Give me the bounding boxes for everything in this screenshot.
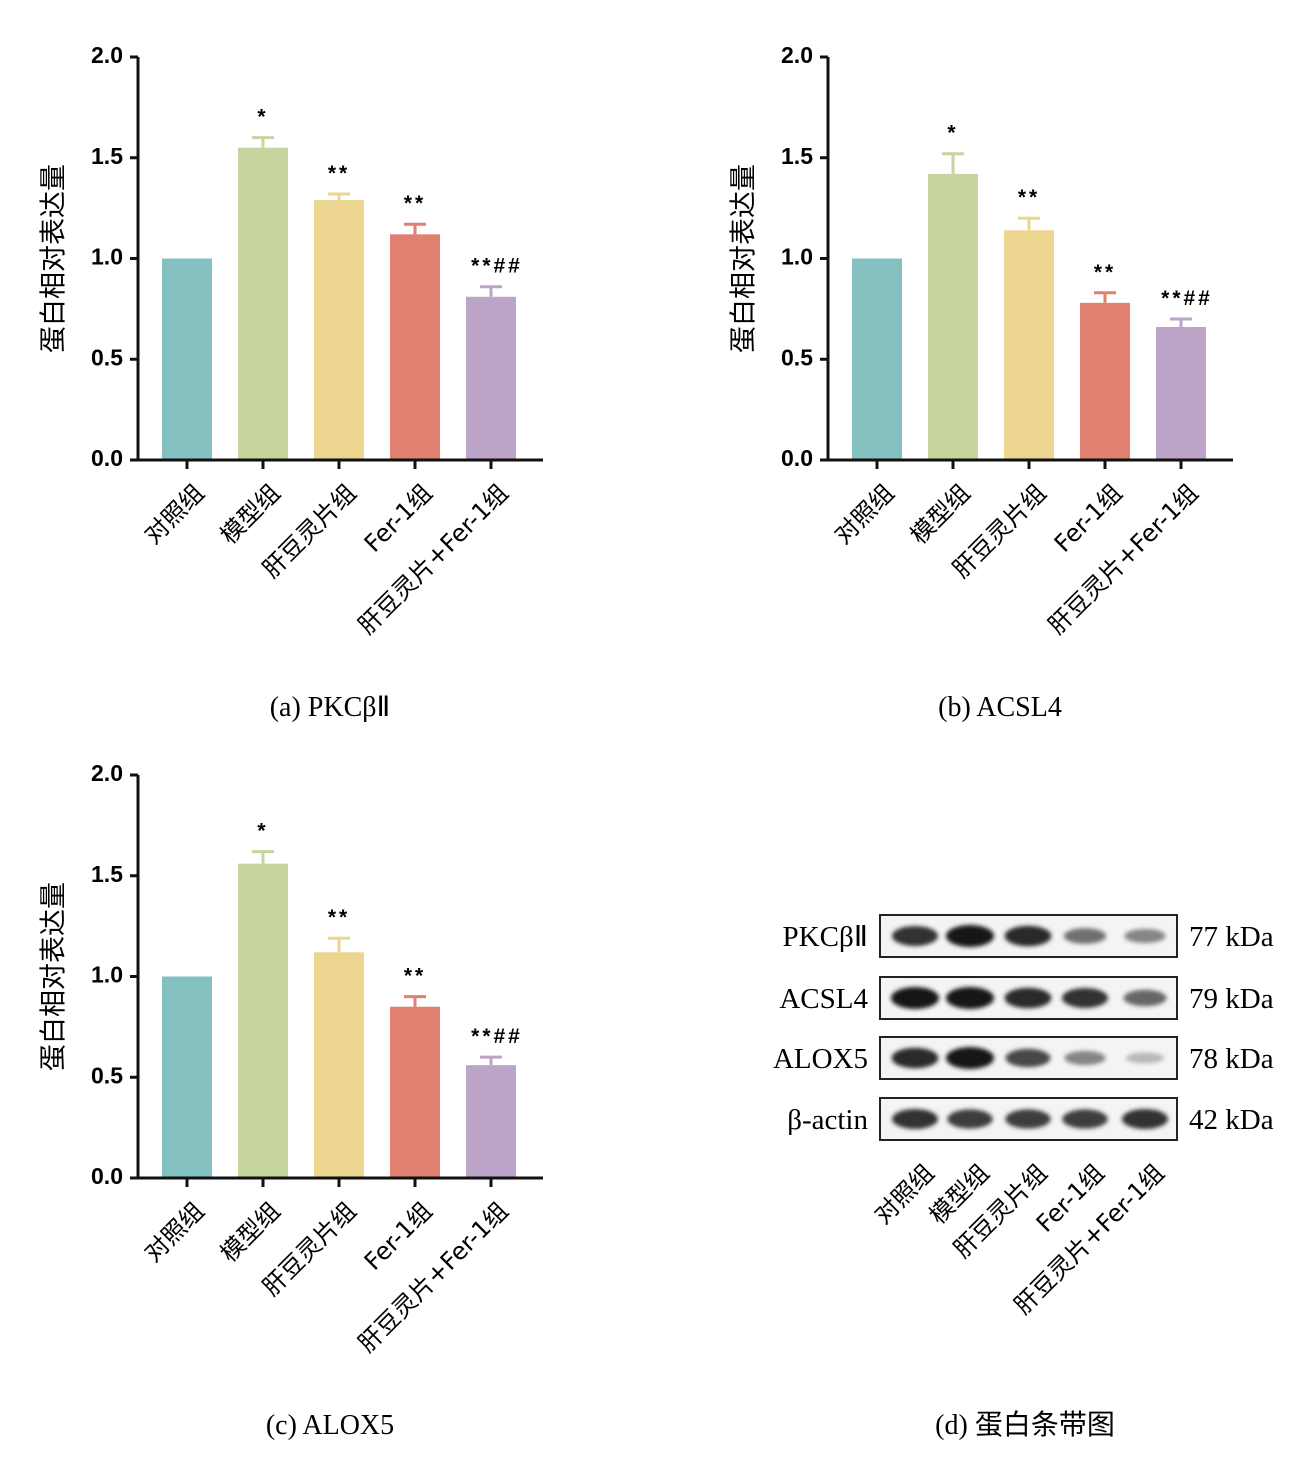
protein-band xyxy=(1004,987,1052,1009)
protein-band xyxy=(891,926,939,946)
protein-band xyxy=(946,1047,994,1069)
significance-label: * xyxy=(257,820,268,843)
significance-label: ** xyxy=(328,162,350,185)
y-tick-label: 1.0 xyxy=(91,962,123,988)
bar-chart-panel-1: 蛋白相对表达量0.00.51.01.52.0对照组*模型组**肝豆灵片组**Fe… xyxy=(39,42,543,723)
y-tick-label: 0.0 xyxy=(781,445,813,471)
y-tick-label: 0.5 xyxy=(91,1062,123,1088)
protein-band xyxy=(1063,928,1107,944)
significance-label: **## xyxy=(1161,287,1213,310)
bar-2 xyxy=(238,147,288,461)
y-tick-label: 2.0 xyxy=(91,760,123,786)
bar-4 xyxy=(390,234,440,460)
protein-name-label: ALOX5 xyxy=(773,1043,868,1075)
significance-label: ** xyxy=(1018,186,1040,209)
bar-2 xyxy=(928,173,978,460)
blot-row: ALOX5 78 kDa xyxy=(773,1036,1274,1080)
bar-3 xyxy=(314,952,364,1178)
significance-label: **## xyxy=(471,255,523,278)
y-axis-label: 蛋白相对表达量 xyxy=(39,164,70,353)
x-category-label: 对照组 xyxy=(829,479,900,550)
protein-band xyxy=(1121,1109,1169,1129)
protein-name-label: PKCβⅡ xyxy=(783,921,868,953)
x-category-label: 模型组 xyxy=(215,479,286,550)
protein-band xyxy=(1005,1048,1051,1068)
protein-band xyxy=(1061,988,1109,1008)
molecular-weight-label: 79 kDa xyxy=(1189,983,1274,1015)
significance-label: * xyxy=(257,106,268,129)
protein-band xyxy=(1064,1050,1106,1066)
bar-5 xyxy=(1156,327,1206,460)
bar-1 xyxy=(162,976,212,1178)
protein-band xyxy=(891,1047,939,1069)
protein-band xyxy=(891,1109,939,1129)
y-tick-label: 1.5 xyxy=(91,861,123,887)
protein-band xyxy=(1123,989,1167,1007)
y-tick-label: 0.5 xyxy=(781,344,813,370)
protein-band xyxy=(1005,1109,1051,1129)
blot-row: β-actin 42 kDa xyxy=(787,1097,1274,1141)
protein-band xyxy=(946,925,994,947)
bar-3 xyxy=(1004,230,1054,460)
molecular-weight-label: 78 kDa xyxy=(1189,1043,1274,1075)
protein-band xyxy=(1125,1052,1165,1064)
x-category-label: 模型组 xyxy=(905,479,976,550)
bar-4 xyxy=(1080,302,1130,460)
bar-3 xyxy=(314,200,364,460)
protein-band xyxy=(1124,928,1166,944)
y-tick-label: 0.0 xyxy=(91,445,123,471)
bar-chart-panel-3: 蛋白相对表达量0.00.51.01.52.0对照组*模型组**肝豆灵片组**Fe… xyxy=(39,760,543,1441)
panel-caption: (d) 蛋白条带图 xyxy=(935,1409,1115,1441)
y-axis-label: 蛋白相对表达量 xyxy=(39,882,70,1071)
x-category-label: 模型组 xyxy=(215,1197,286,1268)
x-category-label: 对照组 xyxy=(139,1197,210,1268)
protein-band xyxy=(891,987,939,1009)
western-blot-panel: PKCβⅡ 77 kDa ACSL4 79 kDa ALOX5 78 kDa β-actin… xyxy=(773,914,1274,1441)
significance-label: **## xyxy=(471,1025,523,1048)
protein-name-label: β-actin xyxy=(787,1104,868,1136)
protein-band xyxy=(946,987,994,1009)
panel-caption: (b) ACSL4 xyxy=(938,692,1062,723)
molecular-weight-label: 77 kDa xyxy=(1189,921,1274,953)
protein-name-label: ACSL4 xyxy=(779,983,868,1015)
y-tick-label: 0.5 xyxy=(91,344,123,370)
protein-band xyxy=(947,1109,993,1129)
bar-5 xyxy=(466,296,516,460)
protein-band xyxy=(1062,1109,1108,1129)
y-tick-label: 0.0 xyxy=(91,1163,123,1189)
bar-1 xyxy=(162,258,212,460)
blot-lane-label: 对照组 xyxy=(869,1159,940,1230)
significance-label: ** xyxy=(404,192,426,215)
bar-1 xyxy=(852,258,902,460)
significance-label: ** xyxy=(404,965,426,988)
significance-label: ** xyxy=(328,906,350,929)
x-category-label: 对照组 xyxy=(139,479,210,550)
bar-4 xyxy=(390,1006,440,1178)
bar-chart-panel-2: 蛋白相对表达量0.00.51.01.52.0对照组*模型组**肝豆灵片组**Fe… xyxy=(729,42,1233,723)
protein-band xyxy=(1004,925,1052,947)
significance-label: * xyxy=(947,122,958,145)
panel-caption: (c) ALOX5 xyxy=(266,1410,394,1441)
bar-2 xyxy=(238,863,288,1178)
significance-label: ** xyxy=(1094,261,1116,284)
y-tick-label: 2.0 xyxy=(781,42,813,68)
blot-row: PKCβⅡ 77 kDa xyxy=(783,914,1274,958)
bar-5 xyxy=(466,1065,516,1178)
y-tick-label: 1.0 xyxy=(781,244,813,270)
blot-row: ACSL4 79 kDa xyxy=(779,976,1274,1020)
y-tick-label: 1.5 xyxy=(91,143,123,169)
y-tick-label: 1.0 xyxy=(91,244,123,270)
y-tick-label: 2.0 xyxy=(91,42,123,68)
y-axis-label: 蛋白相对表达量 xyxy=(729,164,760,353)
panel-caption: (a) PKCβⅡ xyxy=(270,692,391,723)
molecular-weight-label: 42 kDa xyxy=(1189,1104,1274,1136)
y-tick-label: 1.5 xyxy=(781,143,813,169)
